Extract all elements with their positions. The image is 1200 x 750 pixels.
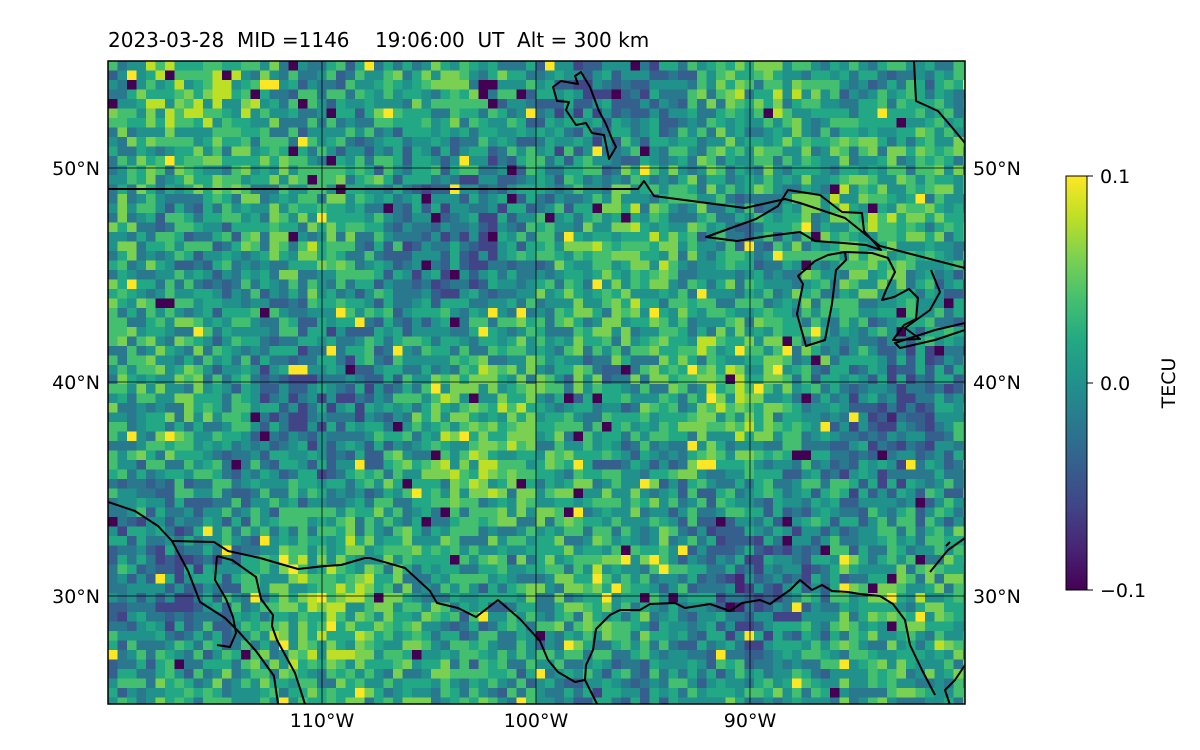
colorbar: 0.1 0.0 −0.1 TECU [1065, 166, 1180, 602]
lat-label-30-left: 30°N [52, 586, 100, 608]
lake-superior [705, 189, 882, 251]
lon-label-90: 90°W [724, 710, 777, 732]
florida [929, 537, 965, 704]
lat-label-50-left: 50°N [52, 158, 100, 180]
lon-label-100: 100°W [504, 710, 569, 732]
pacific-coast [108, 501, 279, 704]
colorbar-title: TECU [1158, 358, 1180, 410]
us-mexico-border [171, 540, 586, 683]
colorbar-tick-label-max: 0.1 [1100, 166, 1130, 188]
baja-california [214, 555, 306, 704]
hudson-bay-coast [552, 71, 617, 160]
lat-label-50-right: 50°N [973, 158, 1021, 180]
lat-label-30-right: 30°N [973, 586, 1021, 608]
map-title: 2023-03-28 MID =1146 19:06:00 UT Alt = 3… [108, 28, 650, 52]
east-coast [913, 61, 965, 144]
coastlines [108, 61, 965, 704]
us-canada-border [108, 180, 965, 269]
graticule [108, 61, 965, 704]
colorbar-tick-label-min: −0.1 [1100, 580, 1146, 602]
lat-label-40-right: 40°N [973, 372, 1021, 394]
colorbar-gradient [1065, 175, 1088, 591]
lake-michigan [796, 251, 847, 347]
lake-erie-ontario [894, 322, 965, 349]
map-frame [107, 60, 966, 705]
lat-label-40-left: 40°N [52, 372, 100, 394]
lon-label-110: 110°W [290, 710, 355, 732]
colorbar-tick-label-zero: 0.0 [1100, 373, 1130, 395]
tec-raster [108, 61, 965, 704]
lake-huron [844, 251, 941, 341]
gulf-coast [584, 579, 936, 704]
